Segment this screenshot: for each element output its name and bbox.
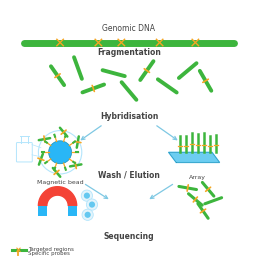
Bar [38,206,47,216]
Text: Array: Array [189,175,206,180]
Text: Genomic DNA: Genomic DNA [102,24,156,33]
Polygon shape [38,187,77,206]
Text: Wash / Elution: Wash / Elution [98,171,160,180]
Text: Specific probes: Specific probes [28,251,70,256]
Text: Magnetic bead: Magnetic bead [37,181,83,185]
Circle shape [49,141,71,164]
Circle shape [85,212,91,218]
Circle shape [84,193,90,199]
Circle shape [82,209,93,220]
Circle shape [81,190,93,201]
Circle shape [89,201,95,208]
Text: Hybridisation: Hybridisation [100,112,158,121]
Text: Sequencing: Sequencing [104,232,154,241]
Circle shape [86,199,98,210]
Text: Targeted regions: Targeted regions [28,247,74,252]
Bar [68,206,77,216]
Polygon shape [168,152,220,162]
Text: Fragmentation: Fragmentation [97,48,161,57]
